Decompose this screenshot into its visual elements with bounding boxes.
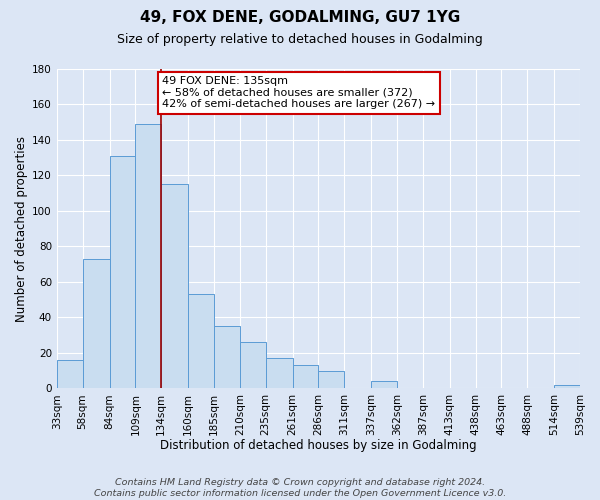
Bar [188,294,214,388]
Bar [136,124,161,388]
Bar [214,326,240,388]
Text: 49 FOX DENE: 135sqm
← 58% of detached houses are smaller (372)
42% of semi-detac: 49 FOX DENE: 135sqm ← 58% of detached ho… [162,76,436,110]
Bar [57,360,83,388]
Text: 49, FOX DENE, GODALMING, GU7 1YG: 49, FOX DENE, GODALMING, GU7 1YG [140,10,460,25]
Bar [554,385,580,388]
Bar [83,259,110,388]
Bar [266,358,293,388]
Bar [319,370,344,388]
Bar [110,156,136,388]
X-axis label: Distribution of detached houses by size in Godalming: Distribution of detached houses by size … [160,440,477,452]
Text: Size of property relative to detached houses in Godalming: Size of property relative to detached ho… [117,32,483,46]
Y-axis label: Number of detached properties: Number of detached properties [15,136,28,322]
Bar [240,342,266,388]
Bar [371,382,397,388]
Text: Contains HM Land Registry data © Crown copyright and database right 2024.
Contai: Contains HM Land Registry data © Crown c… [94,478,506,498]
Bar [161,184,188,388]
Bar [293,366,319,388]
